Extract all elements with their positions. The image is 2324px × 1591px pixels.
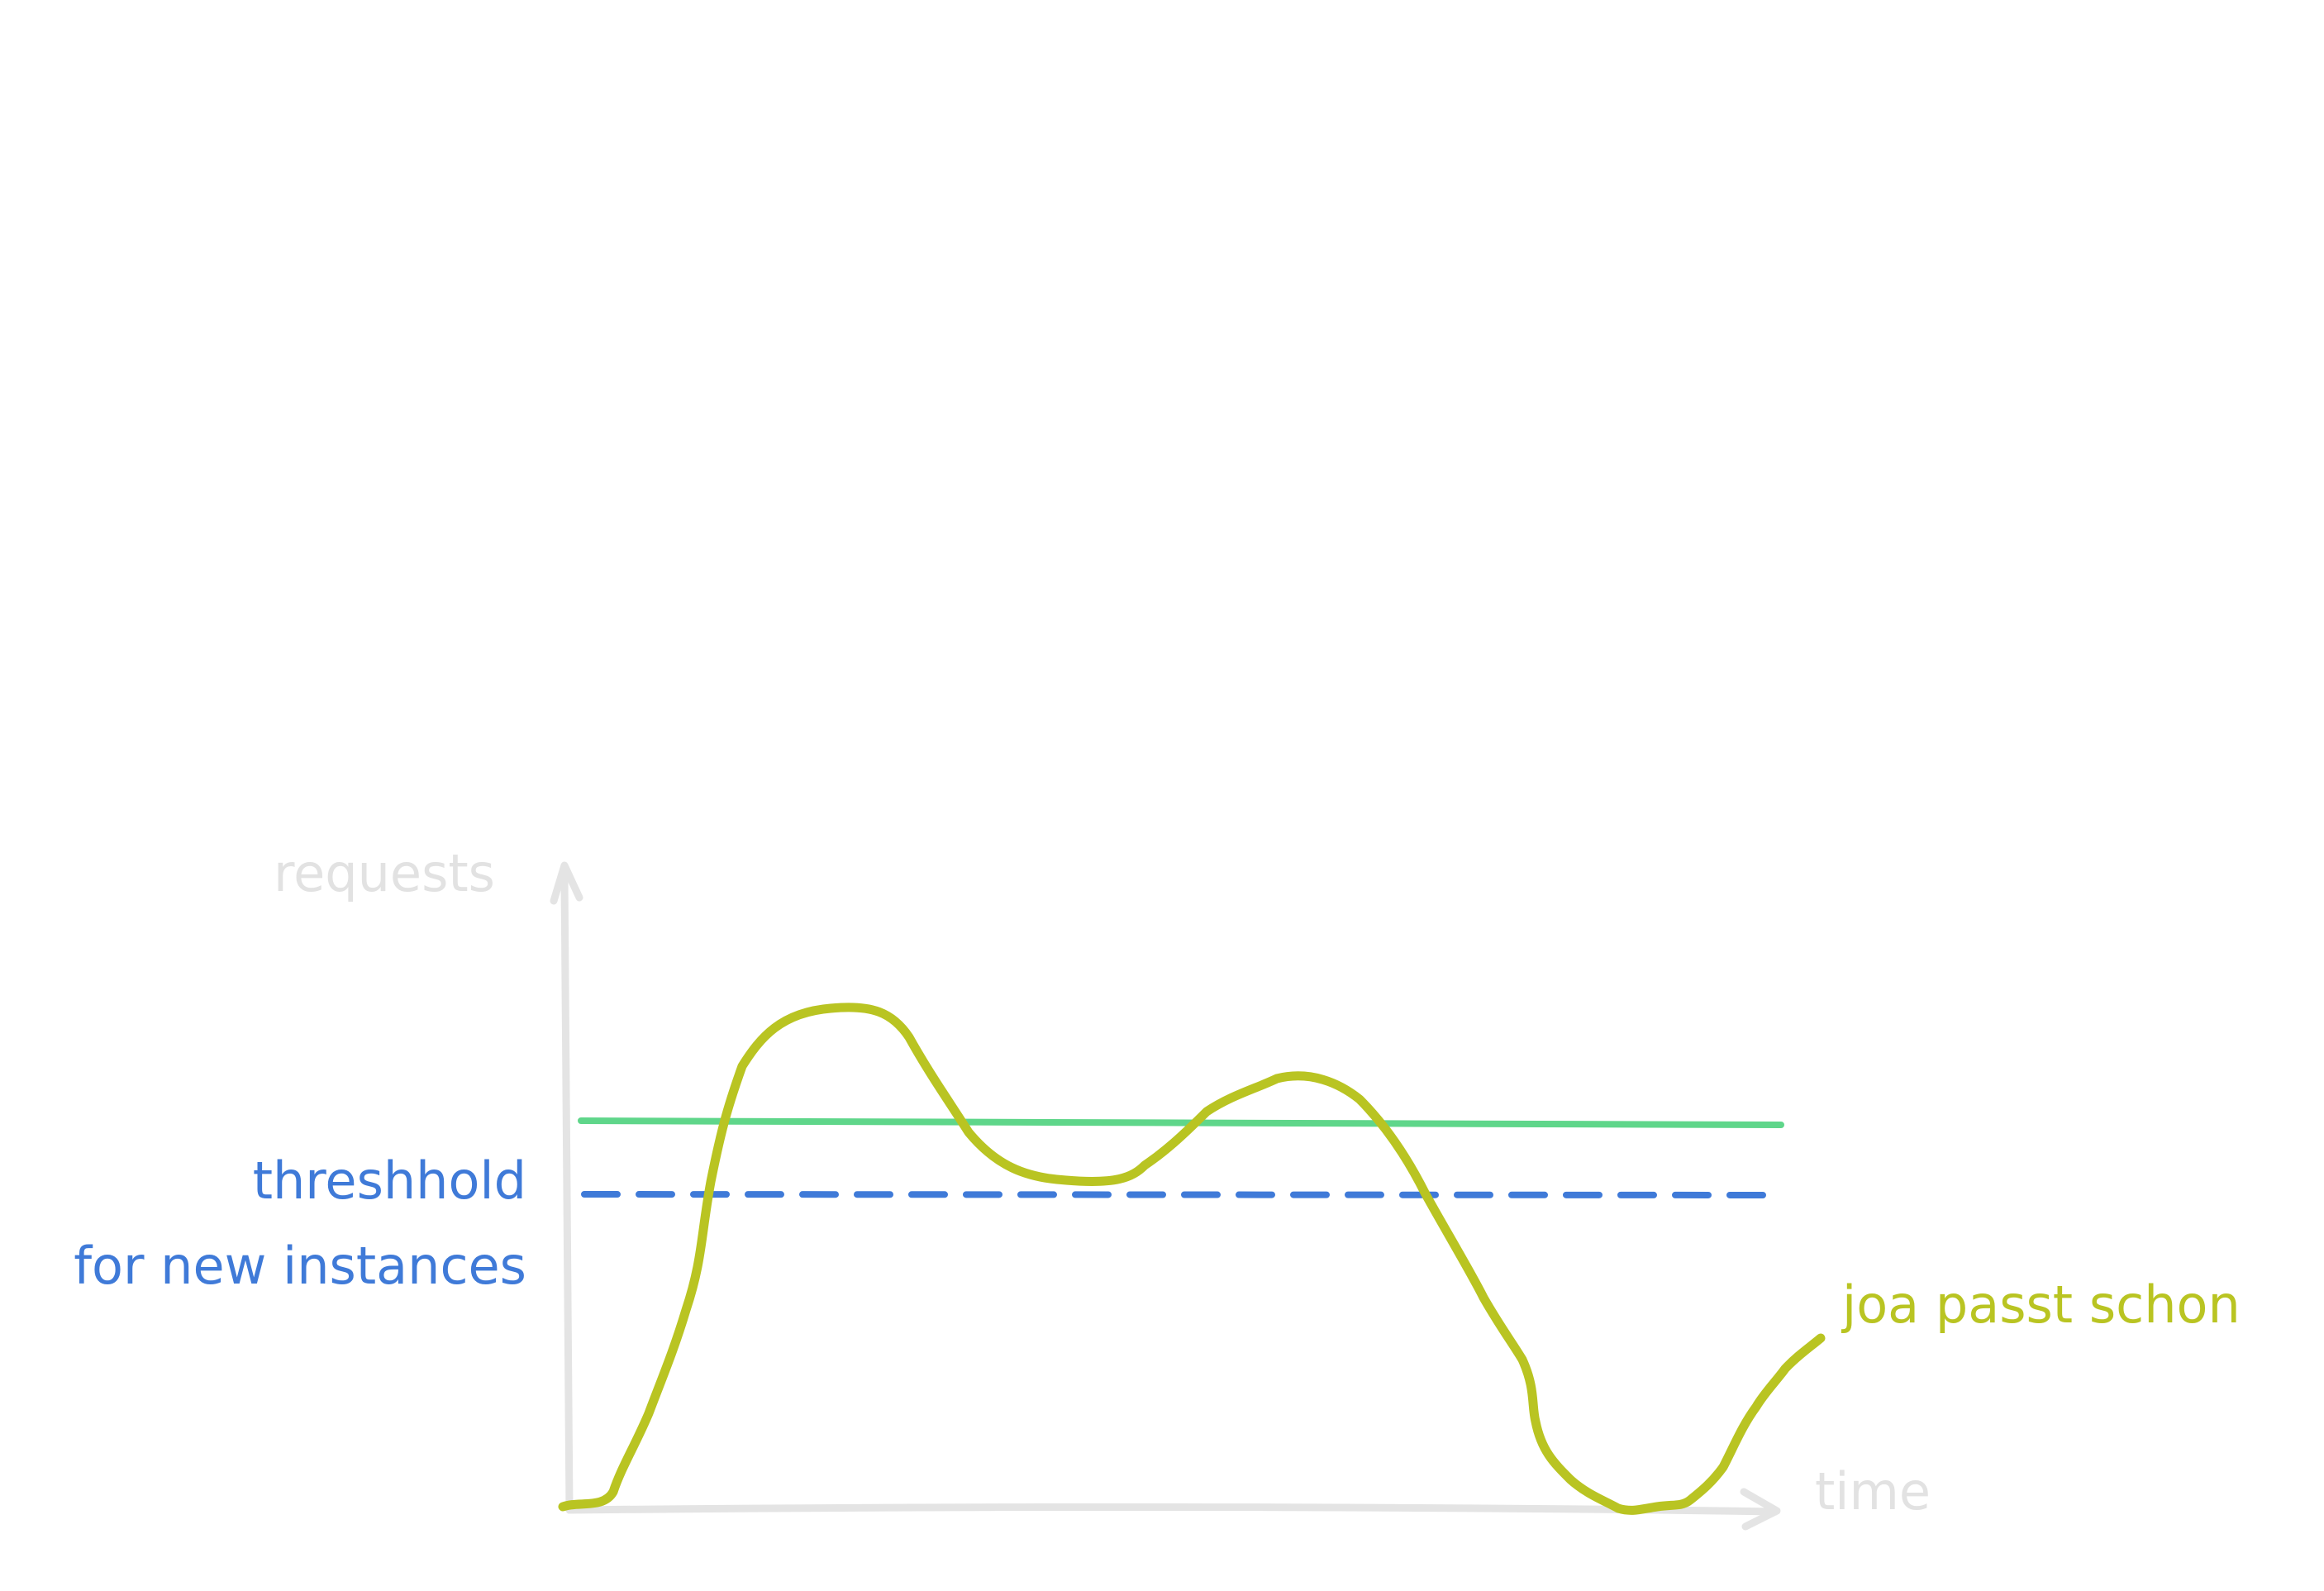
requests-curve [558,1003,1826,1515]
y-axis-arrowhead [550,861,583,905]
threshold-label-line1: threshhold [253,1150,526,1211]
y-axis-line [560,874,574,1514]
threshold-label-line2: for new instances [74,1236,526,1296]
curve-label: joa passt schon [1841,1274,2241,1335]
threshold-line [581,1191,1777,1198]
x-axis-label: time [1815,1461,1931,1522]
axes [550,861,1781,1531]
capacity-line [578,1117,1784,1128]
y-axis-label: requests [274,843,495,903]
x-axis-arrowhead [1740,1488,1781,1531]
x-axis-line [565,1503,1779,1516]
